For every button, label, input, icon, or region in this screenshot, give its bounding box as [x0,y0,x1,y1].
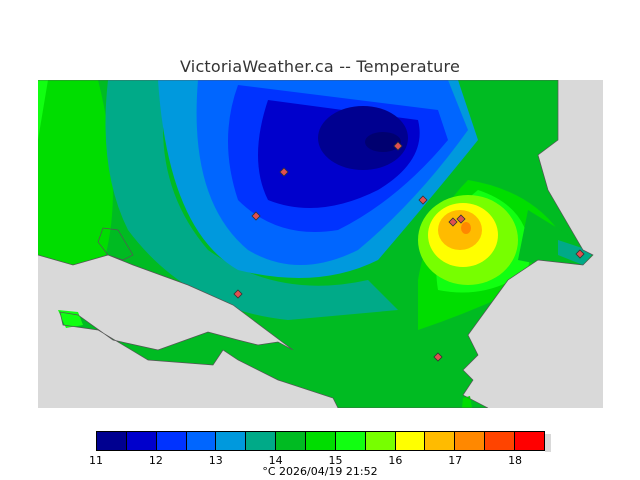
islet-south [462,396,472,408]
colorbar-tick-label: 18 [508,454,523,467]
colorbar-bin [515,432,544,450]
temperature-contours [38,80,594,408]
colorbar-shadow [545,434,551,452]
legend-timestamp: 2026/04/19 21:52 [279,465,378,478]
colorbar-tick-label: 17 [448,454,463,467]
colorbar-tick-label: 11 [89,454,103,467]
colorbar-bin [97,432,127,450]
weather-station-marker[interactable] [251,211,261,221]
weather-station-marker[interactable] [393,141,403,151]
weather-station-marker[interactable] [448,217,458,227]
colorbar-bin [365,432,396,450]
map-title: VictoriaWeather.ca -- Temperature [180,57,460,76]
colorbar-tick-label: 12 [148,454,163,467]
weather-station-marker[interactable] [279,167,289,177]
weather-station-marker[interactable] [233,289,243,299]
weather-station-marker[interactable] [575,249,585,259]
colorbar-bin [455,432,486,450]
colorbar-bin [276,432,307,450]
legend-unit: °C [262,465,276,478]
land-fill [38,80,593,408]
colorbar-bin [485,432,516,450]
coastline [38,80,594,408]
colorbar-bin [156,432,187,450]
colorbar-bin [216,432,247,450]
colorbar-tick-label: 15 [328,454,343,467]
colorbar-tick-label: 14 [268,454,283,467]
colorbar-bin [425,432,456,450]
colorbar-tick-label: 16 [388,454,403,467]
weather-station-marker[interactable] [433,352,443,362]
temperature-map [38,80,603,408]
legend-caption: °C 2026/04/19 21:52 [0,465,640,478]
colorbar-bin [306,432,336,450]
colorbar-bin [126,432,157,450]
colorbar-tick-label: 13 [208,454,223,467]
colorbar-bin [335,432,366,450]
colorbar-bin [395,432,426,450]
colorbar-bin [246,432,277,450]
colorbar-bin [186,432,217,450]
temperature-colorbar [96,431,545,451]
weather-station-marker[interactable] [456,214,466,224]
weather-station-marker[interactable] [418,195,428,205]
